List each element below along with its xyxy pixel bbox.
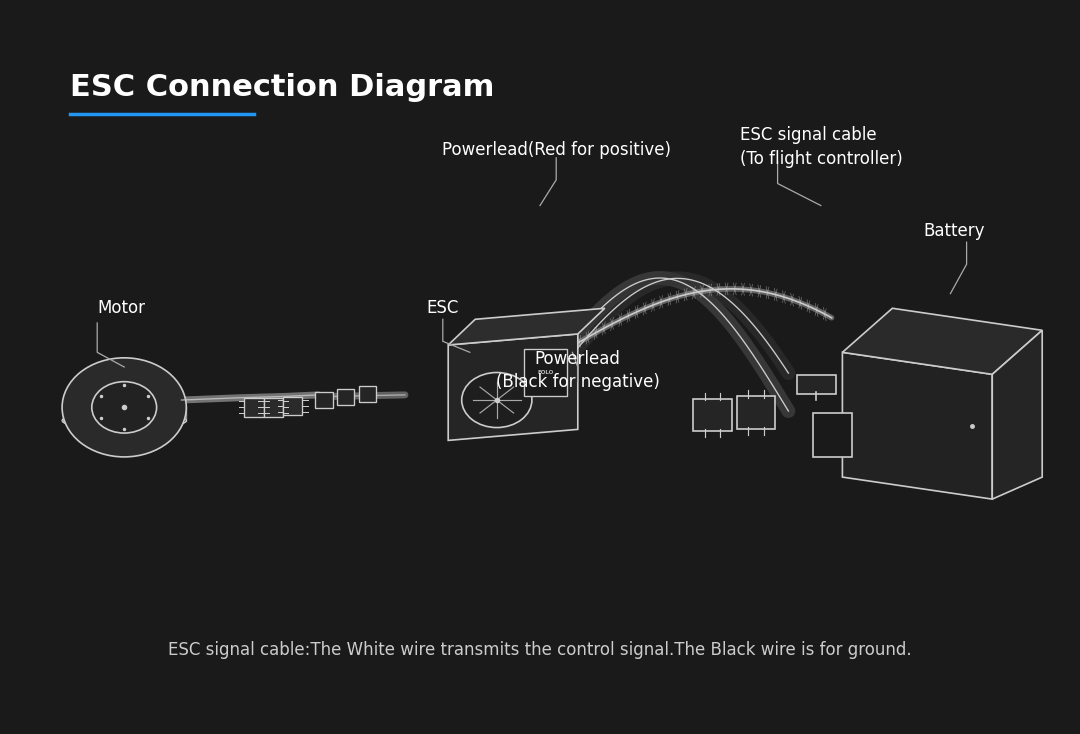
Text: Powerlead(Red for positive): Powerlead(Red for positive) <box>442 142 671 159</box>
FancyBboxPatch shape <box>359 386 376 402</box>
FancyBboxPatch shape <box>693 399 732 431</box>
FancyBboxPatch shape <box>337 389 354 405</box>
Text: ESC: ESC <box>427 299 459 317</box>
Ellipse shape <box>92 382 157 433</box>
Text: Motor: Motor <box>97 299 145 317</box>
Polygon shape <box>448 308 605 345</box>
FancyBboxPatch shape <box>797 375 836 394</box>
Ellipse shape <box>461 373 531 427</box>
Text: ESC Connection Diagram: ESC Connection Diagram <box>70 73 495 103</box>
Polygon shape <box>993 330 1042 499</box>
FancyBboxPatch shape <box>264 398 283 417</box>
Text: ESC signal cable
(To flight controller): ESC signal cable (To flight controller) <box>740 126 903 167</box>
Ellipse shape <box>62 411 187 430</box>
FancyBboxPatch shape <box>524 349 567 396</box>
Text: Powerlead
(Black for negative): Powerlead (Black for negative) <box>496 350 660 391</box>
FancyBboxPatch shape <box>737 396 775 429</box>
Text: EOLO: EOLO <box>537 370 554 374</box>
Text: Battery: Battery <box>923 222 985 240</box>
Text: ESC signal cable:The White wire transmits the control signal.The Black wire is f: ESC signal cable:The White wire transmit… <box>168 641 912 658</box>
FancyBboxPatch shape <box>315 392 333 408</box>
Polygon shape <box>842 308 1042 374</box>
Ellipse shape <box>62 358 187 457</box>
FancyBboxPatch shape <box>813 413 852 457</box>
FancyBboxPatch shape <box>283 396 302 415</box>
Polygon shape <box>448 334 578 440</box>
Polygon shape <box>842 352 993 499</box>
FancyBboxPatch shape <box>244 398 264 417</box>
